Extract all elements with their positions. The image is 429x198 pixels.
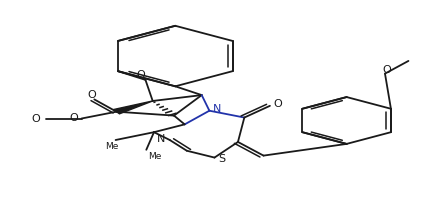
- Text: O: O: [136, 70, 145, 80]
- Text: O: O: [31, 113, 40, 124]
- Polygon shape: [113, 101, 153, 114]
- Text: N: N: [157, 134, 166, 144]
- Text: Me: Me: [148, 152, 162, 161]
- Text: O: O: [69, 112, 78, 123]
- Text: O: O: [273, 99, 282, 109]
- Text: O: O: [383, 65, 392, 75]
- Text: S: S: [219, 153, 226, 164]
- Text: Me: Me: [105, 142, 118, 151]
- Text: N: N: [213, 104, 221, 114]
- Text: O: O: [88, 89, 97, 100]
